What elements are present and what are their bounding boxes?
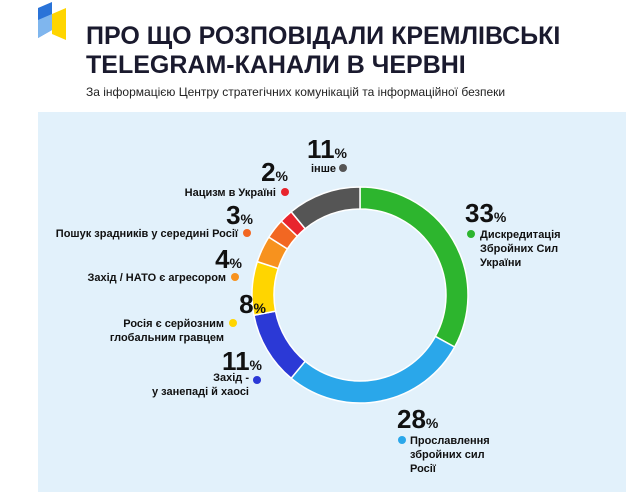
logo-light xyxy=(38,14,52,38)
value-label: 28% xyxy=(397,404,439,434)
value-label: 3% xyxy=(226,200,253,230)
panel xyxy=(38,112,626,492)
category-label: Захід / НАТО є агресором xyxy=(87,272,226,284)
legend-dot xyxy=(243,229,251,237)
value-label: 11% xyxy=(222,346,263,376)
legend-dot xyxy=(281,188,289,196)
legend-dot xyxy=(231,273,239,281)
value-label: 11% xyxy=(307,134,348,164)
value-label: 2% xyxy=(261,157,288,187)
legend-dot xyxy=(253,376,261,384)
logo-yellow xyxy=(52,8,66,40)
value-label: 33% xyxy=(465,198,507,228)
category-label: Пошук зрадників у середині Росії xyxy=(56,228,239,240)
category-label: інше xyxy=(311,163,336,175)
title-line: ПРО ЩО РОЗПОВІДАЛИ КРЕМЛІВСЬКІ xyxy=(86,22,560,50)
title-line: TELEGRAM-КАНАЛИ В ЧЕРВНІ xyxy=(86,51,466,79)
donut-segment xyxy=(290,186,361,230)
legend-dot xyxy=(398,436,406,444)
subtitle: За інформацією Центру стратегічних комун… xyxy=(86,85,505,99)
category-label: Дискредитація Збройних Сил України xyxy=(480,229,561,269)
value-label: 8% xyxy=(239,289,266,319)
category-label: Нацизм в Україні xyxy=(185,187,276,199)
legend-dot xyxy=(467,230,475,238)
category-label: Захід -у занепаді й хаосі xyxy=(152,372,249,398)
category-label: Росія є серйозним глобальним гравцем xyxy=(110,318,224,344)
legend-dot xyxy=(229,319,237,327)
category-label: Прославлення збройних сил Росії xyxy=(410,435,490,475)
legend-dot xyxy=(339,164,347,172)
value-label: 4% xyxy=(215,244,242,274)
